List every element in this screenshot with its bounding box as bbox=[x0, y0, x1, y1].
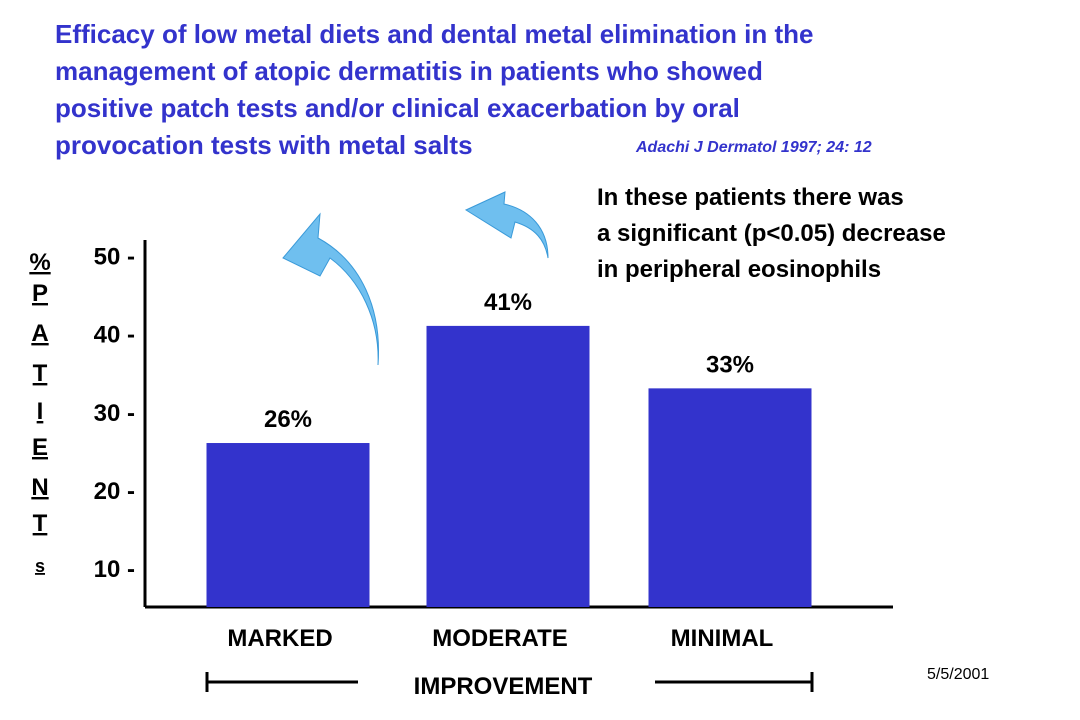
slide-title: Efficacy of low metal diets and dental m… bbox=[55, 16, 1035, 164]
title-line-2: management of atopic dermatitis in patie… bbox=[55, 56, 763, 86]
y-axis-label-char: T bbox=[33, 510, 48, 537]
y-axis-label-char: P bbox=[32, 280, 48, 307]
y-axis-label-char: s bbox=[35, 556, 45, 576]
note-line-1: In these patients there was bbox=[597, 184, 904, 211]
bar-minimal bbox=[648, 388, 812, 607]
title-line-3: positive patch tests and/or clinical exa… bbox=[55, 93, 740, 123]
title-line-1: Efficacy of low metal diets and dental m… bbox=[55, 19, 814, 49]
note-line-3: in peripheral eosinophils bbox=[597, 256, 882, 283]
x-tick-label: MODERATE bbox=[432, 625, 568, 652]
citation: Adachi J Dermatol 1997; 24: 12 bbox=[636, 139, 872, 156]
y-tick-label: 30 - bbox=[94, 400, 135, 427]
y-axis-label-char: N bbox=[31, 474, 48, 501]
data-label: 26% bbox=[264, 406, 312, 433]
x-tick-label: MINIMAL bbox=[671, 625, 774, 652]
data-label: 41% bbox=[484, 289, 532, 316]
y-tick-label: 10 - bbox=[94, 556, 135, 583]
data-label: 33% bbox=[706, 351, 754, 378]
y-axis-label-char: E bbox=[32, 434, 48, 461]
y-axis-label-char: A bbox=[31, 320, 48, 347]
y-tick-label: 40 - bbox=[94, 322, 135, 349]
date-stamp: 5/5/2001 bbox=[927, 666, 990, 683]
bar-marked bbox=[206, 443, 370, 607]
y-axis-label-char: T bbox=[33, 360, 48, 387]
y-tick-label: 20 - bbox=[94, 478, 135, 505]
title-line-4: provocation tests with metal salts bbox=[55, 130, 473, 160]
curved-arrow-icon-right bbox=[464, 191, 549, 259]
x-tick-label: MARKED bbox=[227, 625, 332, 652]
y-tick-label: 50 - bbox=[94, 244, 135, 271]
y-axis-label-char: % bbox=[29, 249, 50, 276]
x-axis-label: IMPROVEMENT bbox=[414, 673, 593, 700]
y-axis-label-char: I bbox=[37, 398, 44, 425]
note-line-2: a significant (p<0.05) decrease bbox=[597, 220, 946, 247]
eosinophil-note: In these patients there was a significan… bbox=[597, 180, 946, 288]
curved-arrow-icon-left bbox=[282, 212, 379, 366]
bar-moderate bbox=[426, 325, 590, 607]
